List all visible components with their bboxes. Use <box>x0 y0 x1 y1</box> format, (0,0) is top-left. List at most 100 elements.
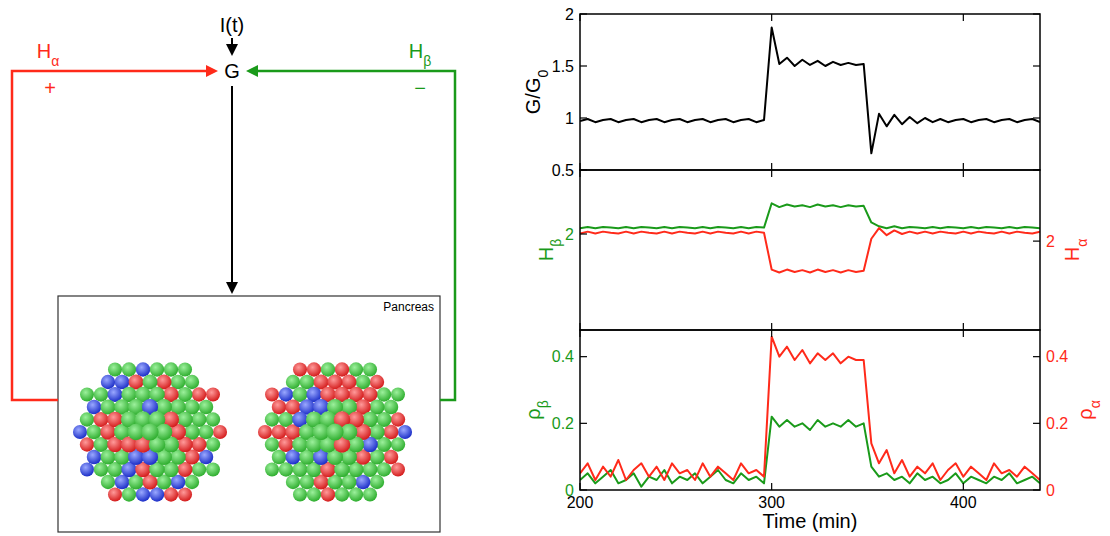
series-line <box>580 337 1040 480</box>
x-tick <box>771 14 772 21</box>
series-line <box>580 203 1040 228</box>
cell <box>80 463 94 477</box>
glucose-label: G <box>224 60 240 82</box>
cell <box>279 387 293 401</box>
y-axis-title: ρβ <box>522 400 551 419</box>
cell <box>164 487 178 501</box>
cell <box>321 487 335 501</box>
cell <box>384 400 399 415</box>
cell <box>349 362 363 376</box>
x-tick <box>963 330 964 337</box>
beta-feedback-line <box>258 71 455 400</box>
cell <box>178 487 192 501</box>
x-tick <box>579 14 580 21</box>
cell <box>286 475 300 489</box>
y2-tick <box>1033 241 1040 242</box>
cell <box>122 487 136 501</box>
cell <box>391 437 405 451</box>
y2-tick-label: 2 <box>1046 233 1055 250</box>
cell <box>136 487 150 501</box>
y-tick <box>580 13 587 14</box>
cell <box>265 412 279 426</box>
cell <box>321 362 335 376</box>
cell <box>80 388 94 402</box>
label-text: ρ <box>522 408 544 419</box>
cell <box>101 375 115 389</box>
series-line <box>580 228 1040 272</box>
input-label: I(t) <box>220 14 244 36</box>
cell <box>94 387 108 401</box>
cell <box>122 362 136 376</box>
series-group <box>580 203 1040 272</box>
arrow-head <box>226 44 238 56</box>
cell <box>391 412 405 426</box>
panel: 20030040000.20.400.20.4ρβραTime (min) <box>522 330 1104 532</box>
cell <box>150 487 164 501</box>
x-tick-label: 400 <box>950 494 977 511</box>
y-axis-title: Hβ <box>535 239 564 262</box>
y-tick <box>580 117 587 118</box>
label: Hα <box>37 40 60 69</box>
y-tick-label: 1.5 <box>552 58 574 75</box>
cell <box>192 462 206 476</box>
y-tick-label: 2 <box>565 226 574 243</box>
label-subscript: β <box>423 53 431 69</box>
y2-tick-label: 0.4 <box>1046 348 1068 365</box>
cell <box>185 475 199 489</box>
label-subscript: β <box>535 400 551 408</box>
x-tick <box>771 163 772 170</box>
x-tick <box>579 323 580 330</box>
y2-tick <box>1033 423 1040 424</box>
cell <box>199 400 214 415</box>
cell <box>213 425 227 439</box>
arrow-head <box>246 65 258 77</box>
series-group <box>580 28 1040 154</box>
x-tick <box>963 14 964 21</box>
cell <box>363 487 377 501</box>
figure: I(t)GPancreasHα+Hβ−0.511.52G/G022HβHα200… <box>0 0 1110 536</box>
x-tick <box>963 483 964 490</box>
sign: − <box>414 77 426 99</box>
plot-frame <box>580 170 1040 330</box>
y-tick-label: 1 <box>565 110 574 127</box>
alpha-feedback-line <box>12 71 206 400</box>
cell <box>307 362 321 376</box>
label-text: H <box>37 40 51 62</box>
label-subscript: α <box>1074 239 1090 247</box>
sign: + <box>44 77 56 99</box>
label-subscript: β <box>548 239 564 247</box>
cell <box>384 450 399 465</box>
cell <box>206 388 220 402</box>
cell <box>178 362 192 376</box>
y-tick-label: 0.2 <box>552 415 574 432</box>
x-tick <box>963 163 964 170</box>
cell <box>286 375 300 389</box>
arrow-head <box>226 282 238 294</box>
y2-tick-label: 0 <box>1046 482 1055 499</box>
cell <box>101 475 115 489</box>
cell <box>206 463 220 477</box>
cell <box>185 375 199 389</box>
y2-tick <box>1033 489 1040 490</box>
series-line <box>580 28 1040 154</box>
cell <box>87 450 102 465</box>
cell <box>108 362 122 376</box>
cell <box>150 362 164 376</box>
y-tick <box>1033 117 1040 118</box>
glucose-arrow <box>231 86 233 282</box>
label-text: H <box>409 40 423 62</box>
x-tick <box>579 170 580 177</box>
cell <box>136 362 150 376</box>
cell <box>349 487 363 501</box>
cell <box>141 423 158 440</box>
plot-frame <box>580 330 1040 490</box>
y-tick <box>1033 65 1040 66</box>
cell <box>206 437 220 451</box>
islet <box>73 362 227 501</box>
cell <box>335 487 349 501</box>
cell <box>391 463 405 477</box>
cell <box>398 425 412 439</box>
series-group <box>580 337 1040 487</box>
cell <box>370 375 384 389</box>
label-subscript: α <box>1087 400 1103 408</box>
